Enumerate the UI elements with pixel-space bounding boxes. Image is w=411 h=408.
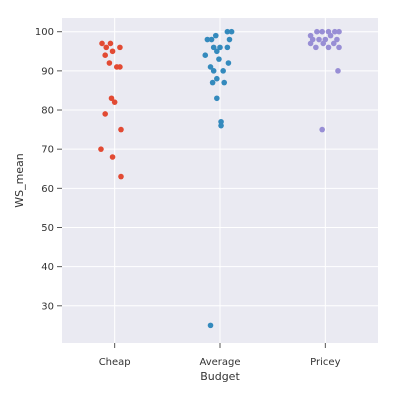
data-point-average xyxy=(214,75,220,82)
data-point-cheap xyxy=(109,48,116,55)
data-points xyxy=(98,28,342,329)
data-point-cheap xyxy=(102,52,108,58)
y-axis-label: WS_mean xyxy=(13,153,26,208)
data-point-average xyxy=(225,60,232,66)
data-point-cheap xyxy=(117,44,123,51)
data-point-average xyxy=(216,56,222,62)
data-point-average xyxy=(210,44,217,51)
y-tick-label: 70 xyxy=(41,145,54,156)
data-point-pricey xyxy=(330,40,337,47)
data-point-average xyxy=(228,28,235,35)
data-point-cheap xyxy=(118,173,124,180)
data-point-average xyxy=(210,68,217,74)
data-point-average xyxy=(224,28,231,35)
data-point-average xyxy=(202,52,209,58)
data-point-cheap xyxy=(102,111,108,117)
y-tick-label: 100 xyxy=(35,27,54,38)
data-point-pricey xyxy=(320,40,327,47)
data-point-cheap xyxy=(109,154,116,160)
data-point-average xyxy=(204,36,211,43)
data-point-average xyxy=(214,95,220,102)
data-point-pricey xyxy=(314,28,320,35)
data-point-cheap xyxy=(117,64,123,70)
x-tick-label-pricey: Pricey xyxy=(310,357,340,368)
data-point-pricey xyxy=(313,44,319,51)
data-point-pricey xyxy=(325,44,332,51)
data-point-average xyxy=(214,48,220,55)
data-point-average xyxy=(212,32,219,39)
data-point-cheap xyxy=(108,95,115,102)
y-tick-label: 40 xyxy=(41,262,54,273)
data-point-pricey xyxy=(319,126,325,133)
data-point-average xyxy=(217,44,223,51)
data-point-pricey xyxy=(335,68,341,74)
data-point-pricey xyxy=(334,36,340,43)
data-point-average xyxy=(226,36,233,43)
y-axis-ticks: 30 40 50 60 70 80 90 100 xyxy=(35,27,62,312)
grid-lines xyxy=(62,18,378,343)
data-point-cheap xyxy=(111,99,118,105)
data-point-average xyxy=(218,122,224,129)
data-point-pricey xyxy=(327,32,334,39)
data-point-pricey xyxy=(307,40,314,47)
x-tick-label-average: Average xyxy=(199,357,240,368)
data-point-pricey xyxy=(319,28,325,35)
data-point-average xyxy=(208,36,215,43)
data-point-cheap xyxy=(98,146,104,152)
y-tick-label: 60 xyxy=(41,184,54,195)
x-tick-label-cheap: Cheap xyxy=(99,357,131,368)
data-point-cheap xyxy=(99,40,105,47)
y-tick-label: 90 xyxy=(41,66,54,77)
data-point-average xyxy=(220,68,226,74)
data-point-average xyxy=(224,44,231,51)
y-tick-label: 30 xyxy=(41,301,54,312)
y-tick-label: 50 xyxy=(41,223,54,234)
x-axis-ticks: Cheap Average Pricey xyxy=(99,343,341,368)
data-point-pricey xyxy=(336,44,342,51)
data-point-cheap xyxy=(118,126,124,133)
data-point-average xyxy=(207,64,214,70)
data-point-pricey xyxy=(332,28,338,35)
data-point-cheap xyxy=(106,60,113,66)
data-point-pricey xyxy=(316,36,322,43)
data-point-cheap xyxy=(103,44,110,51)
data-point-pricey xyxy=(336,28,342,35)
y-tick-label: 80 xyxy=(41,106,54,117)
data-point-average xyxy=(218,118,224,125)
data-point-average xyxy=(207,322,214,329)
x-axis-label: Budget xyxy=(200,370,240,383)
data-point-average xyxy=(209,79,216,86)
data-point-cheap xyxy=(107,40,114,47)
data-point-average xyxy=(221,79,228,86)
